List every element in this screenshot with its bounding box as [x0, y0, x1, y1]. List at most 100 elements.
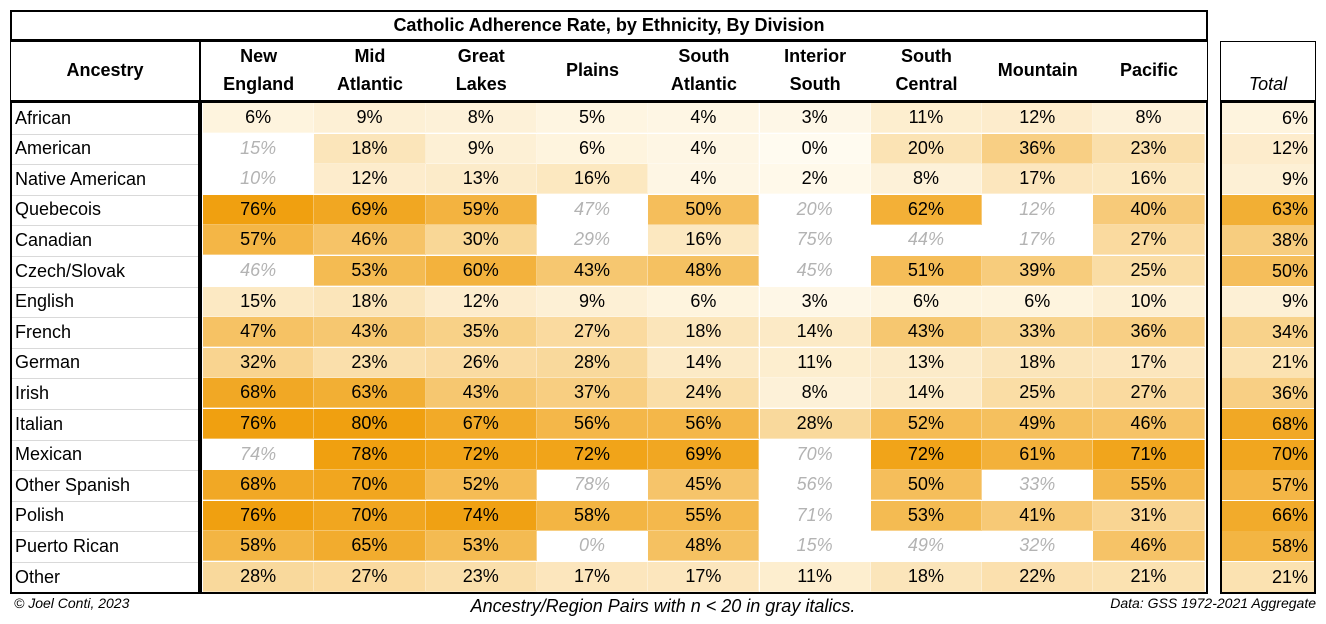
row-divider — [12, 317, 198, 319]
heatmap-cell: 68% — [203, 470, 315, 501]
heatmap-cell: 18% — [314, 133, 426, 164]
heatmap-cell: 27% — [536, 317, 649, 348]
heatmap-cell: 8% — [425, 103, 537, 133]
row-divider — [12, 439, 198, 441]
row-label: Quebecois — [15, 199, 102, 220]
heatmap-cell: 51% — [870, 256, 983, 286]
heatmap-cell: 46% — [314, 225, 426, 256]
heatmap-cell: 43% — [870, 317, 983, 348]
row-divider — [12, 562, 198, 563]
heatmap-cell: 70% — [314, 470, 426, 501]
heatmap-cell: 9% — [536, 286, 649, 317]
total-header-frame — [1220, 41, 1316, 101]
heatmap-cell: 5% — [536, 103, 649, 133]
heatmap-cell: 13% — [870, 347, 983, 378]
heatmap-cell: 47% — [536, 194, 649, 225]
row-label: Irish — [15, 382, 50, 403]
heatmap-cell: 52% — [425, 470, 537, 501]
column-header: Interior South — [784, 46, 847, 94]
row-label: Polish — [15, 505, 65, 526]
heatmap-cell: 8% — [870, 164, 983, 195]
heatmap-cell: 69% — [314, 194, 426, 225]
heatmap-cell: 44% — [870, 225, 983, 256]
heatmap-cell: 31% — [1093, 500, 1205, 531]
heatmap-cell: 9% — [314, 103, 426, 133]
heatmap-cell: 3% — [759, 286, 871, 317]
heatmap-cell: 36% — [982, 133, 1094, 164]
heatmap-cell: 63% — [314, 378, 426, 409]
heatmap-cell: 70% — [759, 439, 871, 470]
heatmap-cell: 4% — [648, 133, 760, 164]
heatmap-cell: 67% — [425, 409, 537, 439]
total-cell: 34% — [1222, 317, 1314, 348]
heatmap-cell: 50% — [648, 194, 760, 225]
row-label: Native American — [15, 168, 147, 189]
row-divider — [12, 133, 198, 135]
heatmap-cell: 12% — [425, 286, 537, 317]
heatmap-cell: 57% — [203, 225, 315, 256]
row-label-frame — [10, 101, 200, 594]
heatmap-cell: 78% — [536, 470, 649, 501]
row-divider — [12, 531, 198, 533]
total-cell: 63% — [1222, 194, 1314, 225]
data-frame — [200, 101, 1208, 594]
heatmap-cell: 33% — [982, 317, 1094, 348]
total-cell: 9% — [1222, 286, 1314, 317]
heatmap-cell: 17% — [982, 164, 1094, 195]
heatmap-cell: 48% — [648, 256, 760, 286]
heatmap-cell: 46% — [1093, 531, 1205, 562]
heatmap-cell: 20% — [870, 133, 983, 164]
heatmap-cell: 28% — [203, 562, 315, 592]
heatmap-cell: 33% — [982, 470, 1094, 501]
data-header-frame — [200, 41, 1208, 101]
heatmap-cell: 65% — [314, 531, 426, 562]
heatmap-cell: 61% — [982, 439, 1094, 470]
heatmap-cell: 49% — [870, 531, 983, 562]
row-label: German — [15, 352, 81, 373]
row-label: Puerto Rican — [15, 535, 120, 556]
heatmap-cell: 4% — [648, 103, 760, 133]
heatmap-cell: 16% — [1093, 164, 1205, 195]
total-header: Total — [1248, 74, 1288, 94]
heatmap-cell: 21% — [1093, 562, 1205, 592]
heatmap-cell: 59% — [425, 194, 537, 225]
heatmap-cell: 56% — [536, 409, 649, 439]
row-divider — [12, 500, 198, 502]
row-label: Other Spanish — [15, 474, 131, 495]
heatmap-cell: 45% — [759, 256, 871, 286]
heatmap-cell: 28% — [536, 347, 649, 378]
heatmap-cell: 10% — [203, 164, 315, 195]
heatmap-cell: 49% — [982, 409, 1094, 439]
heatmap-cell: 48% — [648, 531, 760, 562]
heatmap-cell: 76% — [203, 500, 315, 531]
row-divider — [12, 378, 198, 380]
heatmap-cell: 74% — [203, 439, 315, 470]
heatmap-cell: 72% — [870, 439, 983, 470]
row-divider — [12, 256, 198, 257]
heatmap-cell: 22% — [982, 562, 1094, 592]
heatmap-cell: 32% — [203, 347, 315, 378]
heatmap-cell: 53% — [870, 500, 983, 531]
heatmap-cell: 68% — [203, 378, 315, 409]
row-label: Mexican — [15, 444, 83, 465]
heatmap-cell: 12% — [982, 103, 1094, 133]
chart-title: Catholic Adherence Rate, by Ethnicity, B… — [10, 10, 1208, 41]
column-header: Mountain — [997, 60, 1078, 80]
heatmap-cell: 12% — [314, 164, 426, 195]
row-divider — [12, 164, 198, 166]
heatmap-cell: 3% — [759, 103, 871, 133]
row-label: Italian — [15, 413, 64, 434]
heatmap-cell: 15% — [759, 531, 871, 562]
heatmap-cell: 76% — [203, 409, 315, 439]
heatmap-cell: 35% — [425, 317, 537, 348]
heatmap-cell: 69% — [648, 439, 760, 470]
total-cell: 21% — [1222, 347, 1314, 378]
heatmap-cell: 27% — [1093, 225, 1205, 256]
heatmap-cell: 58% — [536, 500, 649, 531]
heatmap-cell: 11% — [870, 103, 983, 133]
heatmap-cell: 23% — [425, 562, 537, 592]
heatmap-cell: 14% — [759, 317, 871, 348]
heatmap-cell: 17% — [982, 225, 1094, 256]
heatmap-cell: 25% — [982, 378, 1094, 409]
heatmap-cell: 11% — [759, 562, 871, 592]
